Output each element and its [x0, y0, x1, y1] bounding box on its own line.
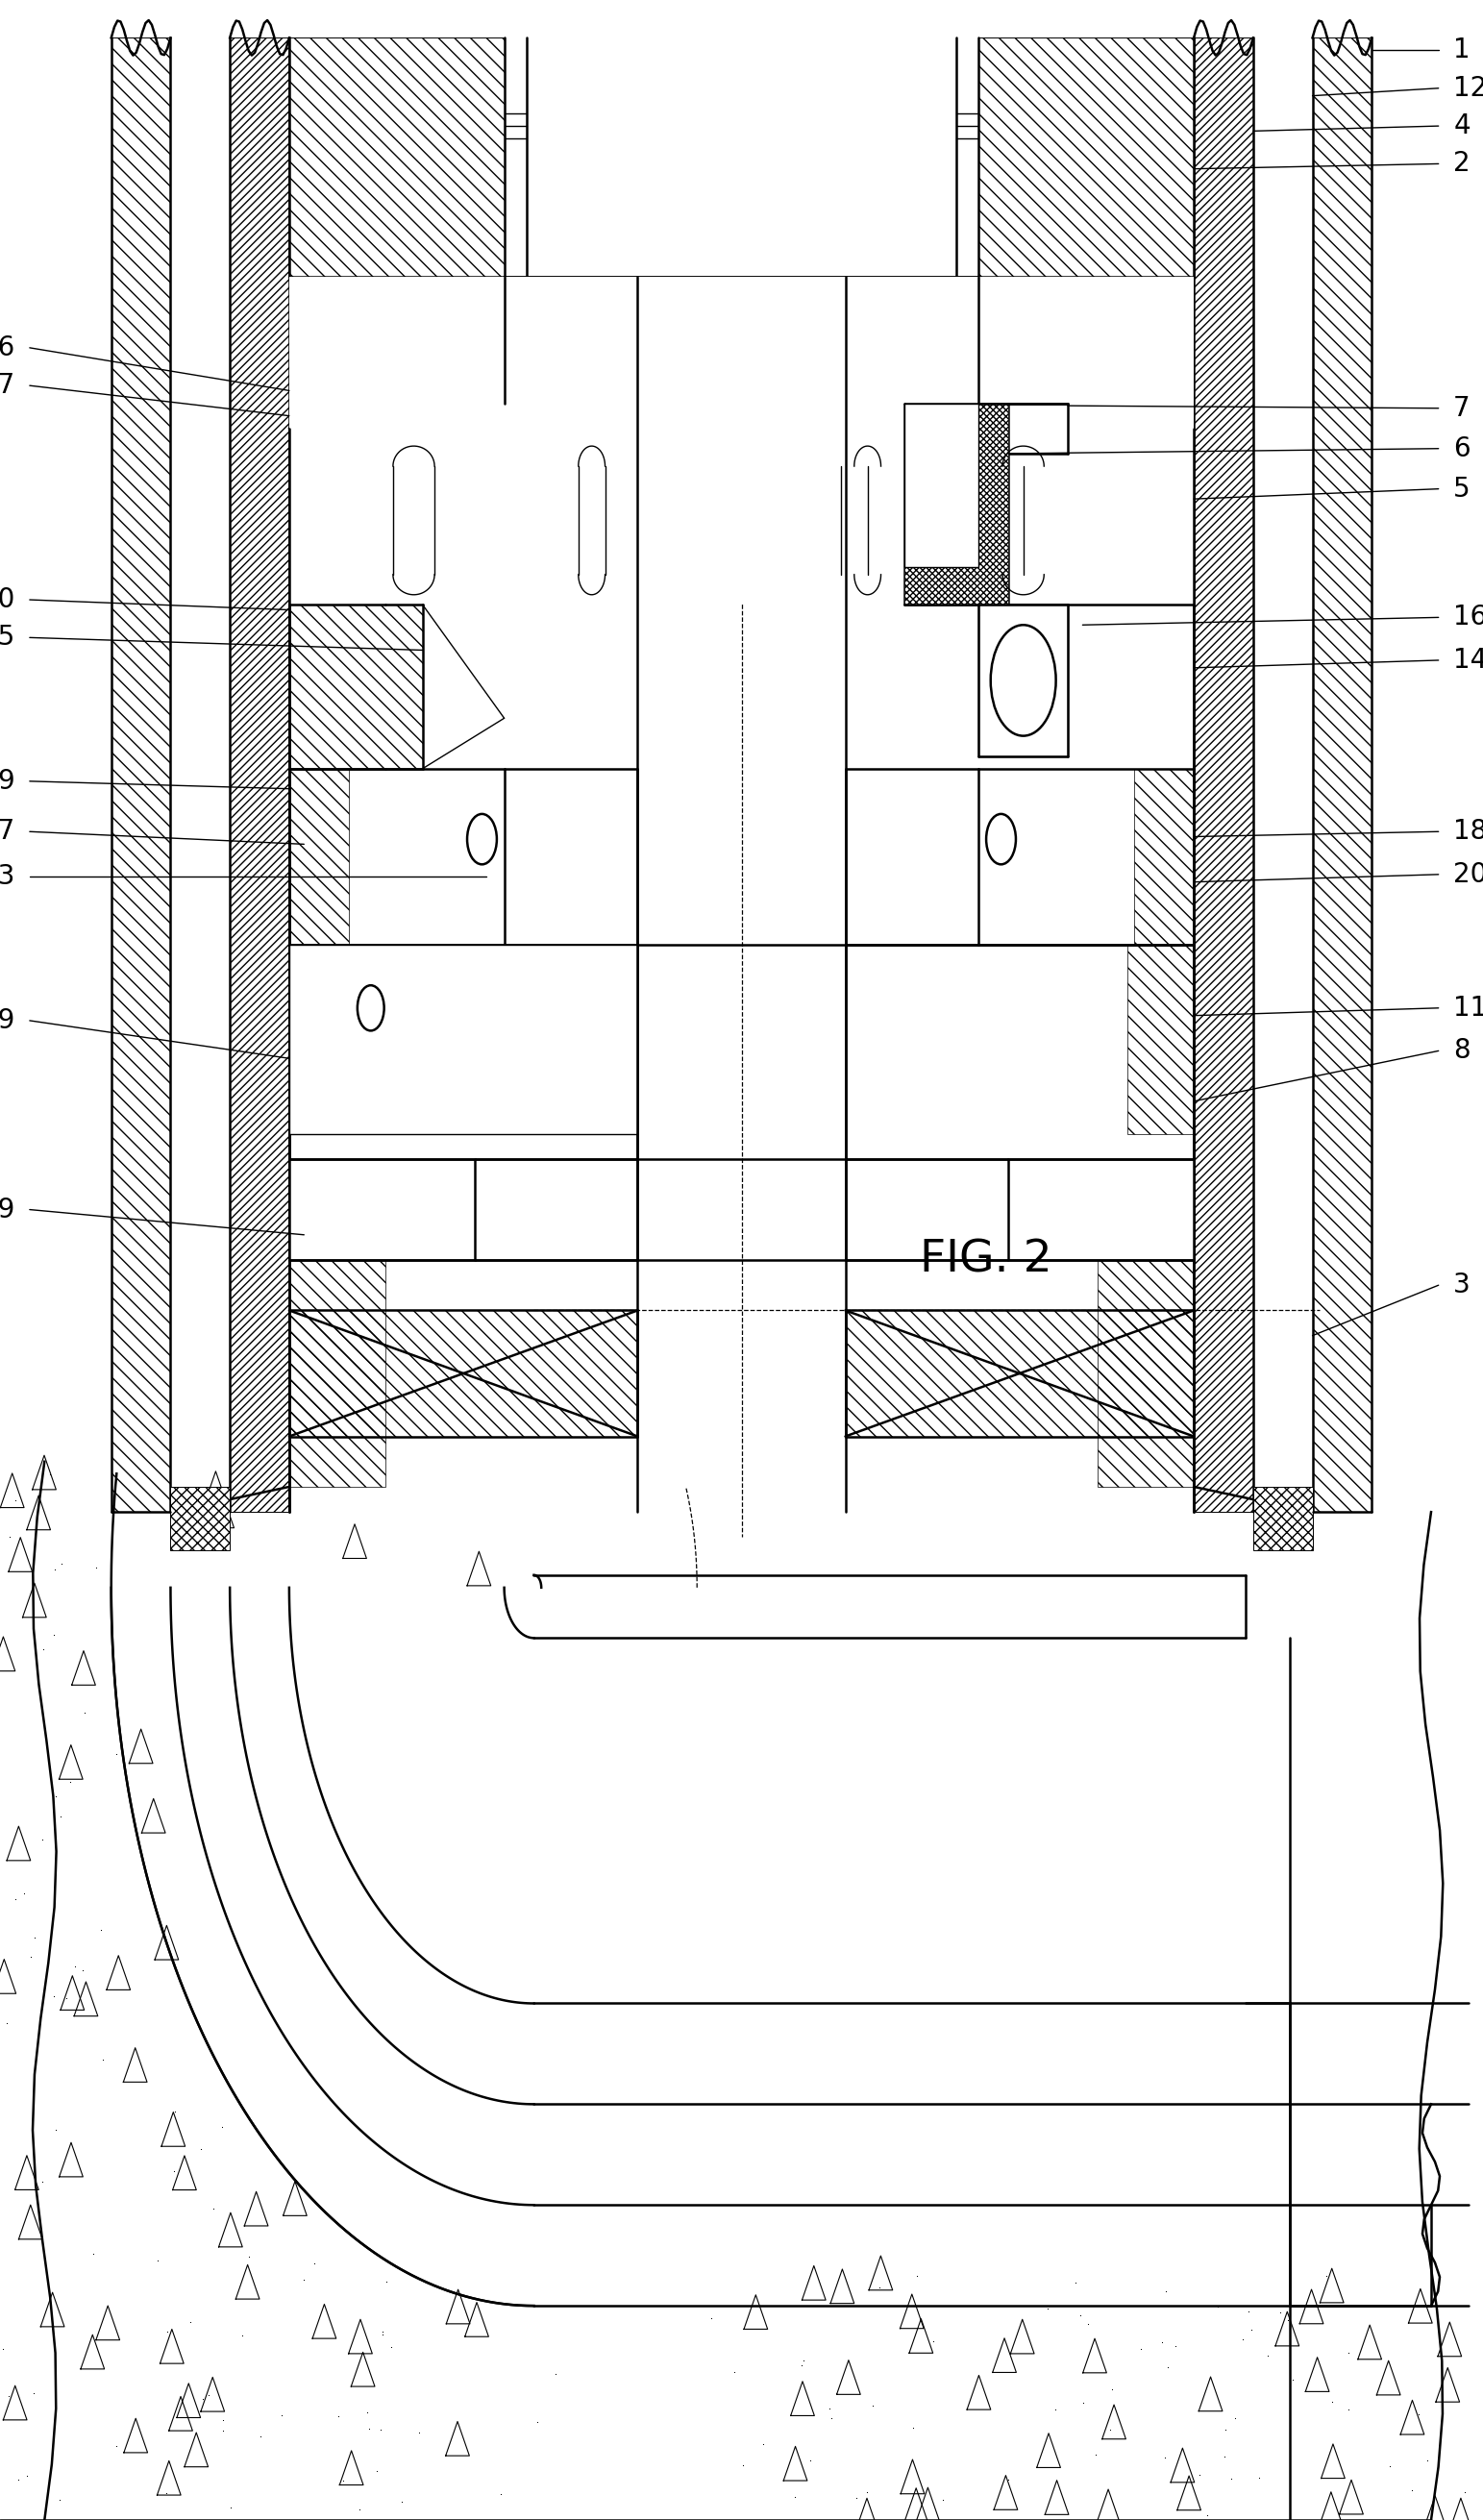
Text: 19: 19 [0, 1008, 15, 1033]
Text: 3: 3 [1453, 1273, 1471, 1298]
Bar [905, 403, 979, 567]
Text: 2: 2 [1453, 151, 1470, 176]
Bar [979, 769, 1194, 945]
Bar [171, 1487, 230, 1550]
Circle shape [986, 814, 1016, 864]
Bar [1312, 38, 1372, 1512]
Text: 7: 7 [1453, 396, 1470, 421]
Bar [1008, 1159, 1194, 1260]
Text: 29: 29 [0, 1197, 15, 1222]
Bar [289, 605, 504, 769]
Bar [289, 277, 1194, 428]
Text: 8: 8 [1453, 1038, 1470, 1063]
Bar [289, 1260, 386, 1487]
Text: 6: 6 [1453, 436, 1470, 461]
Text: 26: 26 [0, 335, 15, 360]
Text: 1: 1 [1453, 38, 1470, 63]
Bar [289, 945, 638, 1134]
Bar [289, 428, 1194, 605]
Text: FIG. 2: FIG. 2 [919, 1237, 1051, 1283]
Bar [289, 605, 423, 769]
Bar [289, 769, 349, 945]
Text: 13: 13 [0, 864, 15, 890]
Text: 15: 15 [0, 625, 15, 650]
Bar [1134, 769, 1194, 945]
Text: 5: 5 [1453, 476, 1470, 501]
Text: 12: 12 [1453, 76, 1483, 101]
Bar [979, 605, 1068, 756]
Bar [905, 403, 979, 567]
Text: 16: 16 [1453, 605, 1483, 630]
Text: 17: 17 [0, 819, 15, 844]
Bar [979, 605, 1068, 756]
Bar [289, 1159, 475, 1260]
Bar [905, 403, 1008, 605]
Bar [1194, 38, 1253, 1512]
Bar [845, 1310, 1194, 1436]
Bar [1127, 945, 1194, 1134]
Circle shape [357, 985, 384, 1031]
Text: 9: 9 [0, 769, 15, 794]
Bar [289, 945, 356, 1134]
Bar [504, 38, 979, 277]
Bar [1097, 1260, 1194, 1487]
Bar [289, 38, 504, 277]
Circle shape [467, 814, 497, 864]
Bar [289, 769, 504, 945]
Text: 14: 14 [1453, 648, 1483, 673]
Text: 4: 4 [1453, 113, 1470, 139]
Bar [289, 1310, 638, 1436]
Text: 20: 20 [1453, 862, 1483, 887]
Circle shape [991, 625, 1056, 736]
Text: 18: 18 [1453, 819, 1483, 844]
Bar [1253, 1487, 1312, 1550]
Text: 10: 10 [0, 587, 15, 612]
Text: 27: 27 [0, 373, 15, 398]
Bar [979, 38, 1194, 277]
Bar [111, 38, 171, 1512]
Bar [230, 38, 289, 1512]
Text: 11: 11 [1453, 995, 1483, 1021]
